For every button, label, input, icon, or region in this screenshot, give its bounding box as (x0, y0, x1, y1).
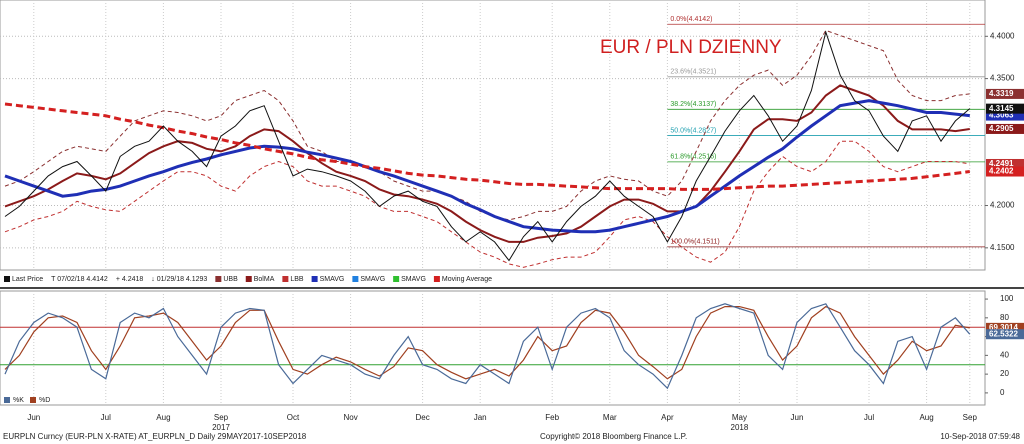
y-tick-label: 4.2000 (990, 201, 1015, 210)
series-line (4, 30, 971, 262)
footer-right: 10-Sep-2018 07:59:48 (940, 432, 1020, 441)
value-tag-label: 4.2905 (989, 124, 1014, 133)
chart-title: EUR / PLN DZIENNY (600, 37, 782, 58)
series-line (4, 99, 970, 234)
value-tag-label: 4.3319 (989, 89, 1014, 98)
legend-label: BolMA (254, 276, 275, 283)
fib-label: 50.0%(4.2827) (670, 127, 716, 134)
value-tag-label: 4.3145 (989, 104, 1014, 113)
value-tag-label: 4.2402 (989, 167, 1014, 176)
y-tick-label: 80 (1000, 313, 1009, 322)
value-tag (986, 110, 1024, 121)
x-tick-label: Sep (963, 413, 978, 422)
series-line (4, 102, 970, 191)
legend-swatch (282, 276, 289, 282)
x-year-label: 2018 (731, 423, 749, 432)
value-tag (986, 166, 1024, 177)
value-tag (986, 322, 1024, 333)
x-tick-label: Jul (101, 413, 111, 422)
series-line (4, 140, 970, 268)
legend-label: ↓ 01/29/18 4.1293 (151, 276, 207, 283)
y-tick-label: 0 (1000, 388, 1005, 397)
series-line (4, 305, 970, 380)
legend-swatch (433, 276, 440, 282)
value-tag (986, 88, 1024, 99)
legend-label: T 07/02/18 4.4142 (51, 276, 108, 283)
legend-label: + 4.2418 (116, 276, 144, 283)
legend-label: %K (13, 397, 24, 404)
y-tick-label: 40 (1000, 350, 1009, 359)
fib-label: 23.6%(4.3521) (670, 69, 716, 76)
value-tag-label: 69.3014 (989, 323, 1018, 332)
fib-label: 0.0%(4.4142) (670, 16, 712, 23)
x-tick-label: Apr (661, 413, 674, 422)
x-tick-label: Sep (214, 413, 229, 422)
value-tag (986, 158, 1024, 169)
legend-label: LBB (290, 276, 304, 283)
legend-label: %D (39, 397, 50, 404)
y-tick-label: 100 (1000, 294, 1014, 303)
legend-label: SMAVG (360, 276, 385, 283)
price-panel (0, 0, 986, 271)
legend-swatch (393, 276, 400, 282)
x-tick-label: Mar (603, 413, 617, 422)
fib-label: 38.2%(4.3137) (670, 101, 716, 108)
legend-label: UBB (223, 276, 238, 283)
x-tick-label: May (732, 413, 747, 422)
x-tick-label: Aug (156, 413, 170, 422)
x-tick-label: Jan (474, 413, 487, 422)
x-tick-label: Oct (287, 413, 300, 422)
x-tick-label: Jun (27, 413, 40, 422)
legend-swatch (30, 397, 36, 403)
series-line (4, 303, 971, 390)
y-tick-label: 20 (1000, 369, 1009, 378)
legend-label: Moving Average (442, 276, 492, 283)
x-tick-label: Dec (415, 413, 429, 422)
footer-center: Copyright© 2018 Bloomberg Finance L.P. (540, 432, 687, 441)
x-tick-label: Jul (864, 413, 874, 422)
legend-swatch (245, 276, 252, 282)
legend-swatch (352, 276, 359, 282)
value-tag-label: 4.3063 (989, 111, 1014, 120)
series-line (4, 84, 970, 243)
x-tick-label: Feb (545, 413, 559, 422)
value-tag-label: 62.5322 (989, 329, 1018, 338)
x-tick-label: Nov (343, 413, 357, 422)
y-tick-label: 4.4000 (990, 31, 1015, 40)
y-tick-label: 4.3500 (990, 74, 1015, 83)
oscillator-panel (0, 290, 986, 406)
legend-swatch (311, 276, 318, 282)
legend-label: SMAVG (401, 276, 426, 283)
legend-label: Last Price (12, 276, 43, 283)
legend-swatch (4, 276, 10, 282)
value-tag (986, 103, 1024, 114)
value-tag-label: 4.2491 (989, 159, 1014, 168)
x-tick-label: Jun (791, 413, 804, 422)
x-tick-label: Aug (919, 413, 933, 422)
footer-left: EURPLN Curncy (EUR-PLN X-RATE) AT_EURPLN… (3, 432, 307, 441)
legend-swatch (4, 397, 10, 403)
value-tag (986, 329, 1024, 340)
y-tick-label: 4.1500 (990, 243, 1015, 252)
value-tag (986, 123, 1024, 134)
x-year-label: 2017 (212, 423, 230, 432)
fib-label: 100.0%(4.1511) (670, 239, 719, 246)
legend-swatch (215, 276, 222, 282)
legend-label: SMAVG (320, 276, 345, 283)
